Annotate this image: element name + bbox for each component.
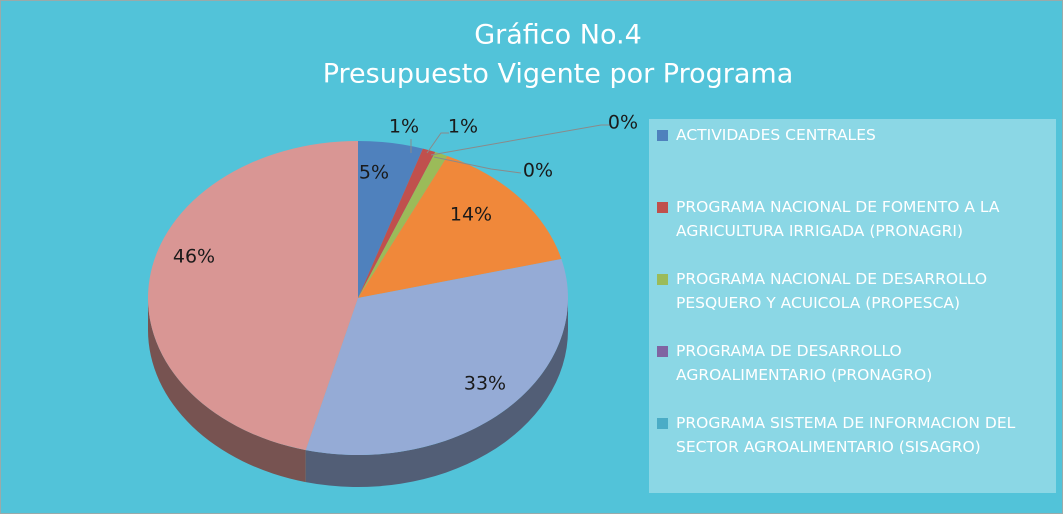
legend-swatch [657,346,668,357]
legend-label: PROGRAMA SISTEMA DE INFORMACION DEL SECT… [676,414,1016,456]
data-label: 5% [359,162,389,184]
data-label: 0% [608,112,638,134]
chart-subtitle: Presupuesto Vigente por Programa [323,59,794,90]
legend-label: PROGRAMA NACIONAL DE FOMENTO A LA AGRICU… [676,198,1000,240]
data-label: 33% [464,373,506,395]
slice [358,148,436,298]
slice-side [305,298,568,487]
data-label: 0% [523,160,553,182]
legend-entry: PROGRAMA NACIONAL DE DESARROLLO PESQUERO… [657,267,1050,339]
data-label: 1% [448,116,478,138]
legend-swatch [657,130,668,141]
legend-entry: PROGRAMA DE DESARROLLO AGROALIMENTARIO (… [657,339,1050,411]
slice [305,258,568,455]
legend-entry: ACTIVIDADES CENTRALES [657,123,1050,195]
legend: ACTIVIDADES CENTRALES PROGRAMA NACIONAL D… [649,119,1056,493]
slice [358,152,448,298]
data-label: 14% [450,204,492,226]
legend-entry: PROGRAMA NACIONAL DE FOMENTO A LA AGRICU… [657,195,1050,267]
data-label: 1% [389,116,419,138]
slice [148,141,358,451]
chart-title: Gráfico No.4 [474,20,642,51]
legend-entry: PROGRAMA SISTEMA DE INFORMACION DEL SECT… [657,411,1050,483]
legend-swatch [657,274,668,285]
legend-swatch [657,202,668,213]
legend-label: ACTIVIDADES CENTRALES [676,126,876,144]
legend-label: PROGRAMA NACIONAL DE DESARROLLO PESQUERO… [676,270,988,312]
legend-label: PROGRAMA DE DESARROLLO AGROALIMENTARIO (… [676,342,933,384]
slice-side [148,298,306,483]
slice [358,155,562,298]
data-label: 46% [173,246,215,268]
legend-swatch [657,418,668,429]
slice [358,141,423,298]
leader-line [433,156,522,174]
leader-line [430,124,611,156]
leader-line [426,132,449,154]
